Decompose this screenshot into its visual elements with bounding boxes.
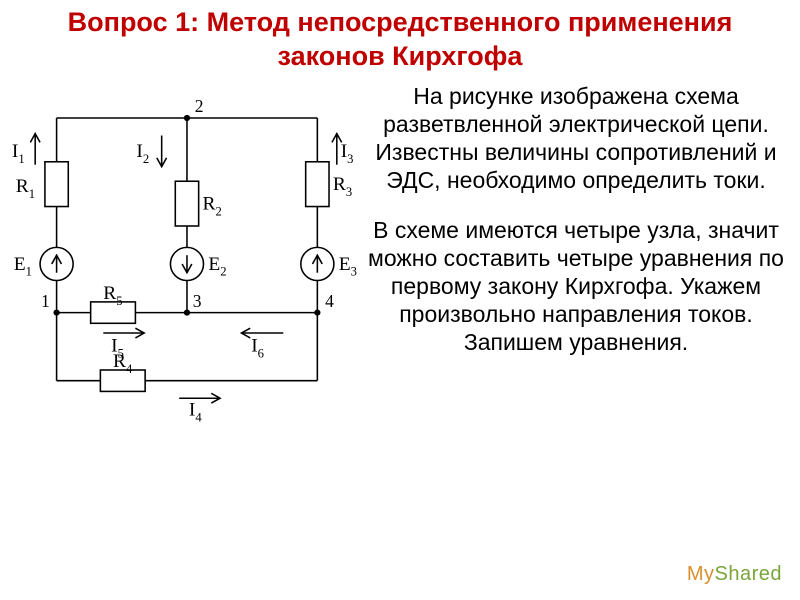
body-text: На рисунке изображена схема разветвленно… [366, 82, 786, 378]
svg-text:E3: E3 [339, 253, 357, 278]
svg-text:I1: I1 [12, 140, 25, 165]
slide-title: Вопрос 1: Метод непосредственного примен… [10, 0, 790, 74]
svg-text:I6: I6 [251, 335, 264, 360]
svg-text:R2: R2 [203, 193, 222, 218]
svg-text:1: 1 [41, 290, 50, 310]
svg-text:3: 3 [193, 290, 202, 310]
watermark: MyShared [687, 563, 782, 586]
paragraph-1: На рисунке изображена схема разветвленно… [366, 82, 786, 194]
svg-text:E1: E1 [14, 253, 32, 278]
watermark-shared: Shared [715, 563, 783, 585]
svg-text:4: 4 [325, 290, 334, 310]
svg-text:2: 2 [195, 96, 204, 116]
circuit-diagram: 1234R1R2R3R4R5E1E2E3I1I2I3I4I5I6 [6, 82, 366, 447]
paragraph-2: В схеме имеются четыре узла, значит можн… [366, 216, 786, 356]
title-line-2: законов Кирхгофа [278, 41, 523, 71]
svg-text:R1: R1 [16, 175, 35, 200]
svg-text:I3: I3 [341, 140, 354, 165]
watermark-my: My [687, 563, 715, 585]
svg-text:E2: E2 [208, 253, 226, 278]
svg-text:I2: I2 [136, 140, 149, 165]
svg-text:I4: I4 [189, 399, 202, 424]
title-line-1: Вопрос 1: Метод непосредственного примен… [68, 7, 733, 37]
svg-text:R3: R3 [333, 174, 352, 199]
